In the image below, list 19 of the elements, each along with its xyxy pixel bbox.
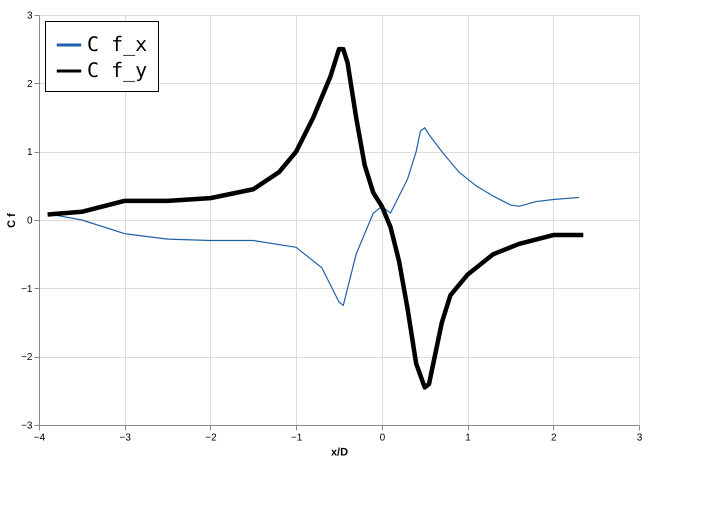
x-tick-label: −2: [205, 432, 218, 444]
x-tick-label: 3: [636, 432, 643, 444]
x-tick-label: 2: [551, 432, 558, 444]
legend-label: C f_x: [87, 32, 148, 56]
y-tick-label: 0: [26, 216, 33, 226]
y-axis-title: C f: [6, 212, 18, 228]
y-tick-label: 2: [26, 78, 33, 90]
y-tick-label: −3: [21, 420, 33, 432]
x-axis-title: x/D: [330, 446, 348, 458]
x-tick-label: 0: [380, 432, 386, 444]
x-tick-label: 1: [465, 432, 472, 444]
y-tick-label: 3: [26, 10, 33, 22]
legend-label: C f_y: [87, 58, 148, 82]
y-tick-label: −2: [21, 352, 33, 364]
x-tick-label: −3: [120, 432, 132, 444]
y-tick-label: 1: [26, 147, 33, 158]
x-tick-label: −1: [290, 432, 303, 444]
x-tick-label: −4: [34, 432, 46, 444]
y-tick-label: −1: [21, 284, 33, 295]
